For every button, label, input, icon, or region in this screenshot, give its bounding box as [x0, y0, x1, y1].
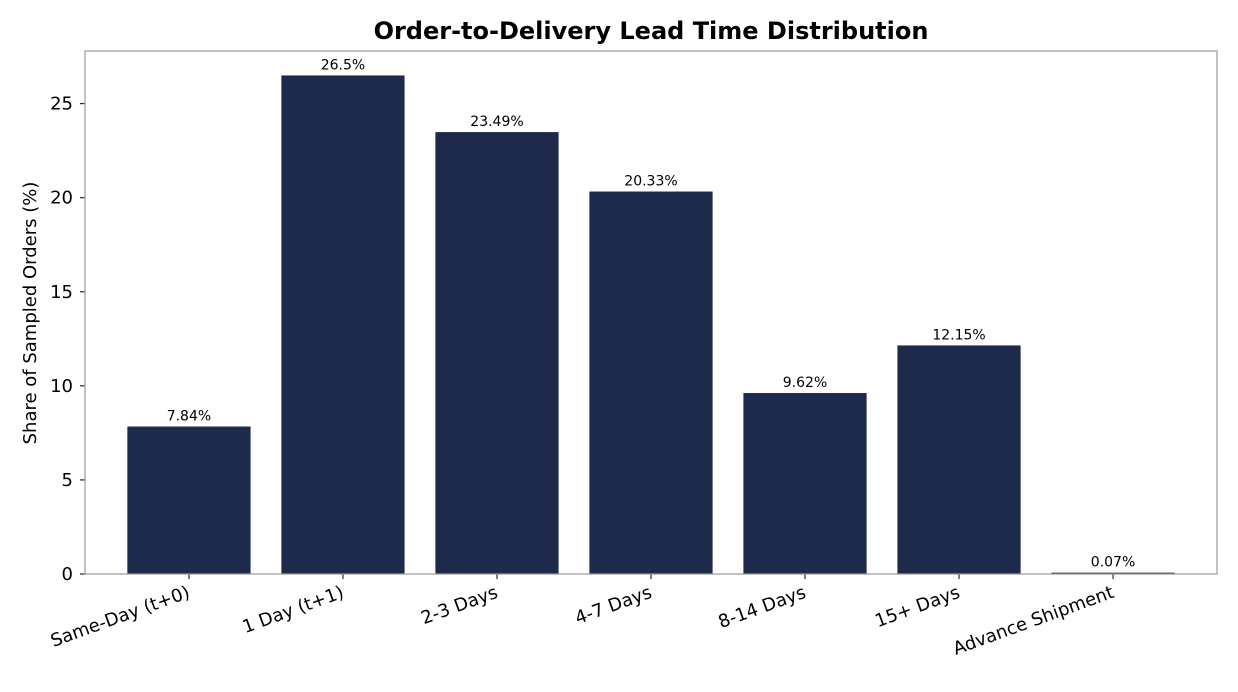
bar-value-label: 7.84%	[167, 409, 211, 425]
y-axis-label: Share of Sampled Orders (%)	[20, 182, 41, 445]
bar	[589, 191, 713, 575]
plot-area: 7.84% Same-Day (t+0) 26.5% 1 Day (t+1) 23.49…	[48, 50, 1218, 660]
bar	[127, 426, 251, 574]
x-tick-label: 15+ Days	[872, 582, 962, 632]
y-tick-label: 0	[62, 564, 73, 585]
plot-frame	[84, 50, 1218, 575]
bar	[743, 393, 867, 574]
bar	[897, 345, 1021, 574]
y-tick-label: 15	[50, 282, 73, 303]
x-tick-label: 8-14 Days	[716, 582, 809, 633]
bar-value-label: 9.62%	[783, 375, 827, 391]
x-tick-label: Same-Day (t+0)	[48, 582, 193, 652]
bar	[435, 132, 559, 575]
y-tick-label: 10	[50, 376, 73, 397]
bar-value-label: 20.33%	[624, 174, 677, 190]
x-tick-label: 2-3 Days	[418, 582, 500, 629]
y-tick-label: 5	[62, 470, 73, 491]
x-tick-label: 1 Day (t+1)	[240, 582, 347, 638]
x-tick-label: Advance Shipment	[950, 582, 1117, 660]
bar-value-label: 0.07%	[1091, 555, 1135, 571]
bar-value-label: 26.5%	[321, 57, 365, 73]
y-tick-label: 25	[50, 94, 73, 115]
chart-title: Order-to-Delivery Lead Time Distribution	[374, 17, 929, 45]
bar-value-label: 12.15%	[932, 327, 985, 343]
x-tick-label: 4-7 Days	[572, 582, 654, 629]
bar	[1051, 572, 1175, 574]
y-tick-label: 20	[50, 188, 73, 209]
bar	[281, 75, 405, 574]
bar-value-label: 23.49%	[470, 114, 523, 130]
